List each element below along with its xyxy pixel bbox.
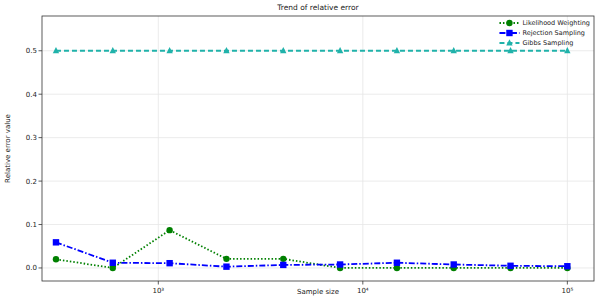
y-grid [42,224,594,225]
y-tick [39,50,43,51]
x-axis-label: Sample size [297,288,339,296]
data-point [394,260,400,266]
data-point [280,262,286,268]
data-point [223,47,229,53]
series-line [56,242,567,266]
y-tick [39,181,43,182]
data-point [110,260,116,266]
data-point [110,47,116,53]
y-tick-label: 0.4 [26,91,38,99]
data-point [223,263,229,269]
data-point [564,263,570,269]
data-point [451,261,457,267]
legend-label: Gibbs Sampling [522,39,573,47]
x-tick [362,281,363,285]
x-grid [158,16,159,281]
x-grid [567,16,568,281]
legend-marker [506,39,512,45]
legend-marker [506,30,512,36]
x-tick [567,281,568,285]
x-tick-label: 10³ [152,287,164,295]
chart: 10³ 10⁴ 10⁵ 0.0 0.1 0.2 0.3 0.4 0.5 Trend of rela… [0,0,600,298]
data-point [223,256,229,262]
data-point [53,256,59,262]
data-point [53,47,59,53]
plot-data [53,47,571,271]
series-line [56,230,567,268]
y-tick-label: 0.1 [26,221,37,229]
y-tick [39,224,43,225]
y-grid [42,94,594,95]
data-point [166,260,172,266]
data-point [280,47,286,53]
data-point [166,47,172,53]
y-tick [39,267,43,268]
x-tick-label: 10⁴ [357,287,369,295]
data-point [507,47,513,53]
legend-label: Rejection Sampling [522,29,585,37]
x-grid [362,16,363,281]
plot-frame [42,16,594,281]
data-point [280,256,286,262]
data-point [564,47,570,53]
y-tick-label: 0.0 [26,264,37,272]
y-tick-label: 0.2 [26,178,37,186]
data-point [337,261,343,267]
y-axis-label: Relative error value [4,114,12,183]
y-tick [39,94,43,95]
data-point [507,263,513,269]
data-point [166,227,172,233]
x-tick [158,281,159,285]
y-grid [42,137,594,138]
data-point [394,47,400,53]
y-tick [39,137,43,138]
legend-label: Likelihood Weighting [522,19,590,27]
legend-marker [506,20,512,26]
title: Trend of relative error [276,3,359,12]
y-tick-label: 0.3 [26,134,37,142]
x-tick-label: 10⁵ [561,287,573,295]
y-tick-label: 0.5 [26,47,37,55]
data-point [53,239,59,245]
data-point [451,47,457,53]
series-line [56,50,567,52]
data-point [337,47,343,53]
legend: Likelihood Weighting Rejection Sampling Gi… [499,19,590,47]
y-grid [42,181,594,182]
